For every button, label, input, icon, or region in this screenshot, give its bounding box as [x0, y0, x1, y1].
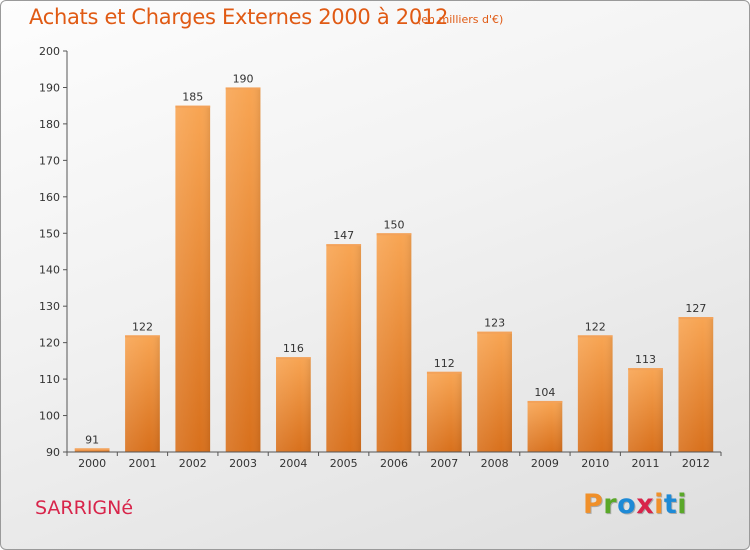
data-label: 123	[484, 317, 505, 330]
y-tick-label: 100	[39, 410, 60, 423]
data-label: 104	[534, 386, 555, 399]
bar-top-edge	[628, 368, 663, 371]
bar-shade	[175, 105, 211, 452]
y-tick-label: 120	[39, 337, 60, 350]
bar-shade	[477, 331, 512, 452]
x-tick-label: 2009	[531, 457, 559, 470]
data-label: 122	[132, 320, 153, 333]
bar-shade	[426, 371, 462, 452]
data-label: 91	[85, 433, 99, 446]
bar-top-edge	[678, 317, 714, 320]
bar-top-edge	[527, 400, 563, 403]
x-tick-label: 2010	[581, 457, 609, 470]
bar-shade	[678, 317, 714, 452]
bar-shade	[326, 244, 362, 452]
y-tick-label: 200	[39, 45, 60, 58]
bar-top-edge	[426, 371, 462, 374]
x-tick-label: 2000	[78, 457, 106, 470]
data-label: 150	[384, 218, 405, 231]
x-axis: 2000 2001 2002 2003 2004 2005 2006 2007 2008 2009…	[66, 451, 722, 470]
bar-top-edge	[276, 357, 311, 360]
data-label: 113	[635, 353, 656, 366]
y-tick-label: 110	[39, 373, 60, 386]
bar-top-edge	[125, 335, 160, 338]
data-label: 127	[685, 302, 706, 315]
x-tick-label: 2006	[380, 457, 408, 470]
y-tick-label: 150	[39, 227, 60, 240]
y-tick-label: 160	[39, 191, 60, 204]
y-tick-label: 130	[39, 300, 60, 313]
bars: 91 122 185 190 116 147 150 112 123 104 122 113 127	[74, 72, 714, 453]
y-axis: 90 100 110 120 130 140 150 160 170 180 190 200	[39, 45, 68, 459]
bar-top-edge	[376, 233, 412, 236]
x-tick-label: 2005	[330, 457, 358, 470]
data-label: 122	[585, 320, 606, 333]
y-tick-label: 140	[39, 264, 60, 277]
proxiti-logo[interactable]: Proxiti	[583, 489, 687, 520]
chart-title: Achats et Charges Externes 2000 à 2012	[29, 5, 449, 29]
data-label: 116	[283, 342, 304, 355]
bar-shade	[376, 233, 412, 452]
bar-top-edge	[225, 87, 261, 90]
x-tick-label: 2008	[481, 457, 509, 470]
data-label: 147	[333, 229, 354, 242]
bar-shade	[276, 357, 311, 452]
logo-letter: t	[663, 489, 678, 520]
y-tick-label: 170	[39, 154, 60, 167]
location-name: SARRIGNé	[35, 497, 134, 519]
bar-top-edge	[326, 244, 362, 247]
bar-shade	[225, 87, 261, 453]
x-tick-label: 2003	[229, 457, 257, 470]
data-label: 185	[182, 91, 203, 104]
logo-letter: x	[636, 489, 655, 520]
bar-top-edge	[74, 448, 110, 451]
chart-unit: (en milliers d'€)	[417, 13, 504, 26]
x-tick-label: 2001	[128, 457, 156, 470]
bar-top-edge	[577, 335, 613, 338]
y-tick-label: 190	[39, 81, 60, 94]
logo-letter: i	[677, 489, 688, 520]
logo-letter: P	[583, 489, 604, 520]
logo-letter: i	[654, 489, 664, 520]
bar-shade	[527, 400, 563, 452]
logo-letter: r	[603, 489, 618, 520]
y-tick-label: 90	[46, 446, 60, 459]
bar-shade	[628, 368, 663, 452]
y-tick-label: 180	[39, 118, 60, 131]
bar-top-edge	[477, 331, 512, 334]
x-tick-label: 2007	[430, 457, 458, 470]
x-tick-label: 2002	[179, 457, 207, 470]
x-tick-label: 2011	[632, 457, 660, 470]
logo-letter: o	[617, 489, 637, 520]
bar-top-edge	[175, 105, 211, 108]
data-label: 112	[434, 357, 455, 370]
bar-shade	[125, 335, 160, 452]
x-tick-label: 2004	[279, 457, 307, 470]
bar-shade	[577, 335, 613, 452]
data-label: 190	[233, 72, 254, 85]
x-tick-label: 2012	[682, 457, 710, 470]
